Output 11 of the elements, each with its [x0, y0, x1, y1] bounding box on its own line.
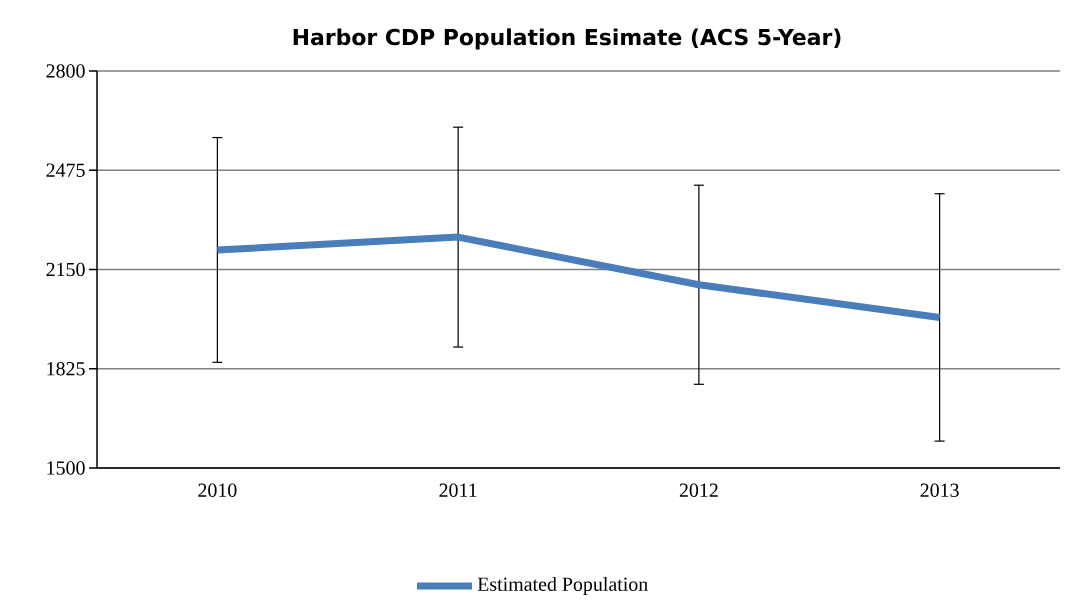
- x-tick-label: 2013: [920, 483, 959, 497]
- chart-title: Harbor CDP Population Esimate (ACS 5-Year): [293, 28, 841, 50]
- x-tick-label: 2011: [439, 483, 477, 497]
- y-tick-label: 2150: [46, 262, 85, 277]
- y-tick-label: 2475: [46, 163, 85, 177]
- x-tick-label: 2010: [198, 483, 237, 497]
- x-tick-label: 2012: [679, 483, 718, 497]
- y-tick-label: 1825: [47, 362, 85, 376]
- y-tick-label: 1500: [47, 461, 85, 475]
- y-tick-label: 2800: [46, 64, 85, 78]
- legend-label: Estimated Population: [477, 576, 648, 596]
